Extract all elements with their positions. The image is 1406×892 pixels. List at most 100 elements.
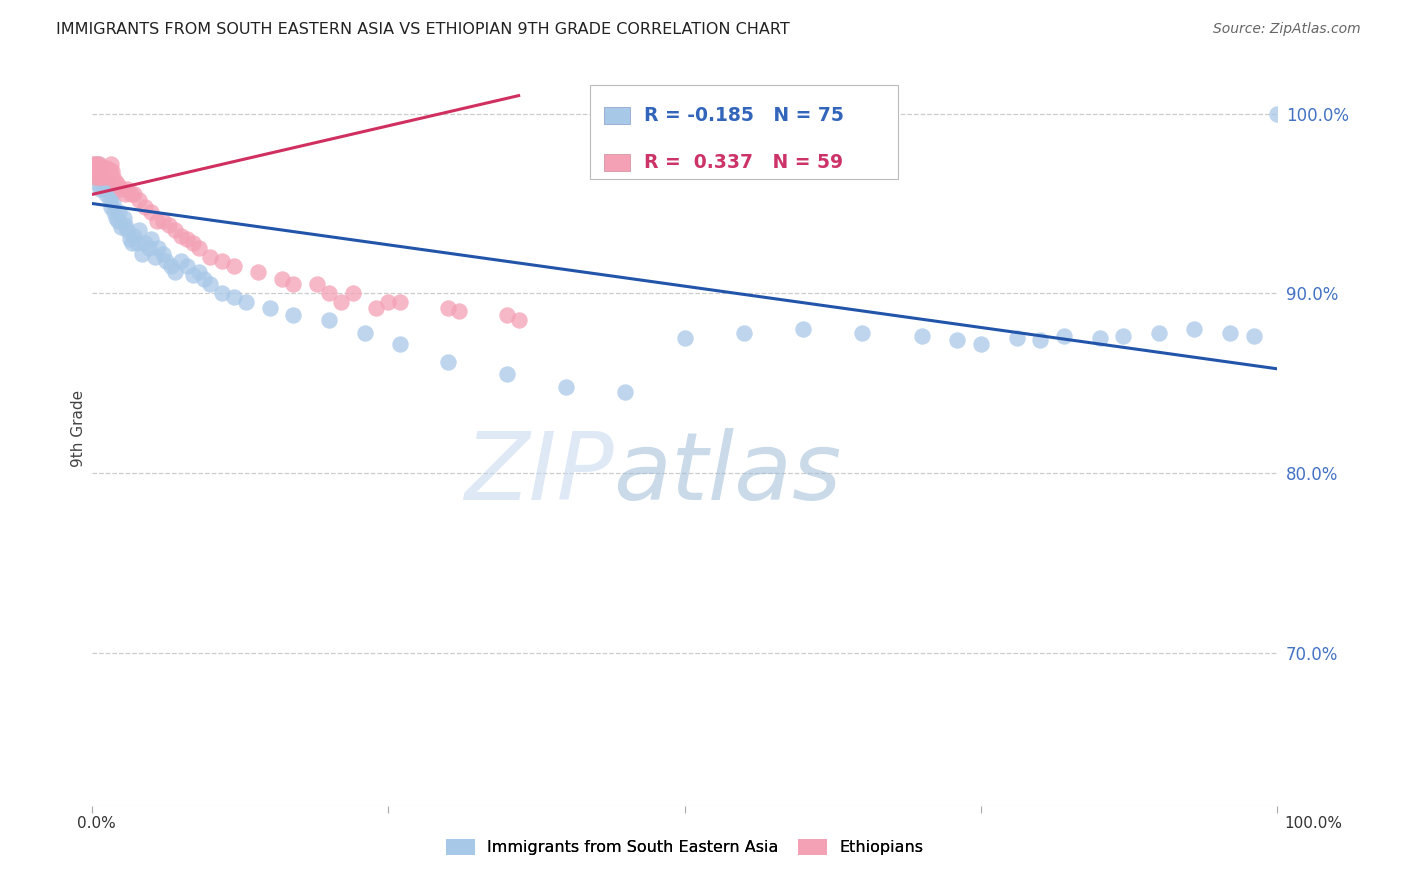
Point [181, 268, 204, 283]
Point [124, 187, 146, 202]
Point [134, 200, 156, 214]
Point [101, 196, 124, 211]
Point [139, 205, 162, 219]
Point [200, 277, 222, 292]
Point [89, 182, 111, 196]
Point [114, 187, 136, 202]
Point [157, 218, 180, 232]
Point [117, 223, 139, 237]
Point [329, 295, 352, 310]
Point [1147, 326, 1170, 340]
Point [107, 178, 129, 193]
Point [176, 232, 198, 246]
Point [176, 260, 198, 274]
Point [449, 304, 471, 318]
Point [128, 223, 150, 237]
Point [104, 175, 127, 189]
Point [1184, 322, 1206, 336]
FancyBboxPatch shape [605, 154, 630, 170]
Point [89, 169, 111, 184]
Point [101, 169, 124, 184]
Point [246, 265, 269, 279]
Point [181, 235, 204, 250]
Point [1267, 106, 1289, 120]
Text: Source: ZipAtlas.com: Source: ZipAtlas.com [1213, 22, 1361, 37]
Point [139, 232, 162, 246]
Point [90, 169, 112, 184]
Point [83, 161, 105, 175]
FancyBboxPatch shape [605, 107, 630, 124]
Point [93, 161, 115, 175]
Point [211, 254, 233, 268]
Text: atlas: atlas [613, 428, 842, 519]
Point [143, 251, 166, 265]
Point [112, 211, 135, 225]
Point [283, 277, 305, 292]
Point [93, 178, 115, 193]
Point [148, 241, 170, 255]
Point [911, 329, 934, 343]
Point [170, 228, 193, 243]
Point [1243, 329, 1265, 343]
Point [101, 164, 124, 178]
Point [94, 169, 117, 184]
Point [138, 241, 160, 255]
Point [235, 295, 257, 310]
Point [90, 173, 112, 187]
Point [100, 157, 122, 171]
Point [495, 308, 517, 322]
Point [318, 286, 340, 301]
Point [1219, 326, 1241, 340]
Point [94, 182, 117, 196]
Point [163, 265, 186, 279]
Point [83, 164, 105, 178]
Point [98, 193, 121, 207]
Point [94, 187, 117, 202]
Point [84, 169, 107, 184]
Point [97, 169, 120, 184]
Point [187, 265, 209, 279]
Text: IMMIGRANTS FROM SOUTH EASTERN ASIA VS ETHIOPIAN 9TH GRADE CORRELATION CHART: IMMIGRANTS FROM SOUTH EASTERN ASIA VS ET… [56, 22, 790, 37]
Point [1029, 333, 1052, 347]
Point [94, 164, 117, 178]
Point [200, 251, 222, 265]
Point [97, 182, 120, 196]
Point [87, 178, 110, 193]
Point [155, 254, 177, 268]
Point [103, 205, 125, 219]
Point [120, 187, 142, 202]
Point [96, 175, 118, 189]
Point [82, 157, 104, 171]
Point [110, 219, 132, 234]
Point [318, 313, 340, 327]
Point [970, 336, 993, 351]
Point [87, 161, 110, 175]
Point [792, 322, 814, 336]
Point [87, 157, 110, 171]
Point [86, 157, 108, 171]
Text: R =  0.337   N = 59: R = 0.337 N = 59 [644, 153, 844, 172]
Point [89, 164, 111, 178]
Point [193, 272, 215, 286]
Point [259, 301, 281, 315]
Point [108, 205, 131, 219]
Point [377, 295, 399, 310]
Point [128, 193, 150, 207]
Point [98, 164, 121, 178]
Point [1053, 329, 1076, 343]
Point [270, 272, 292, 286]
Point [86, 164, 108, 178]
Point [83, 161, 105, 175]
Point [87, 164, 110, 178]
Point [96, 161, 118, 175]
Point [211, 286, 233, 301]
Text: 100.0%: 100.0% [1285, 816, 1343, 831]
Point [342, 286, 364, 301]
Point [114, 218, 136, 232]
Y-axis label: 9th Grade: 9th Grade [72, 390, 86, 467]
Point [146, 214, 169, 228]
Point [851, 326, 873, 340]
Point [134, 235, 156, 250]
Text: ZIP: ZIP [464, 428, 613, 519]
Point [673, 331, 696, 345]
